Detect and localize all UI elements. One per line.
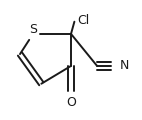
- Text: Cl: Cl: [77, 14, 89, 27]
- Text: S: S: [29, 23, 37, 36]
- Text: N: N: [120, 59, 129, 72]
- Text: O: O: [66, 96, 76, 109]
